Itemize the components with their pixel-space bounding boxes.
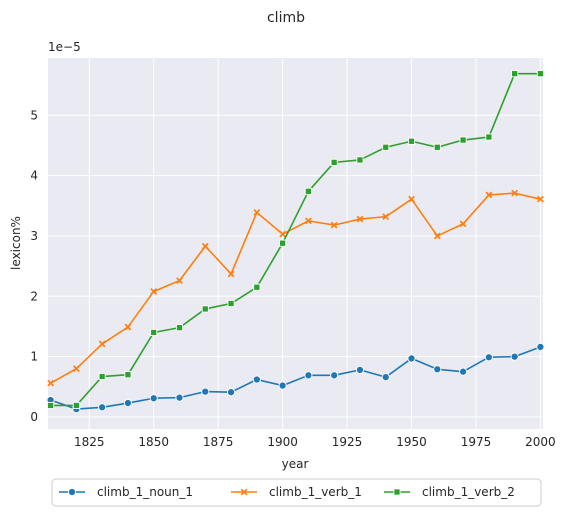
data-point bbox=[330, 158, 338, 166]
legend-label: climb_1_noun_1 bbox=[97, 485, 193, 499]
legend: climb_1_noun_1 climb_1_verb_1 climb_1_verb… bbox=[51, 478, 542, 507]
y-tick-label: 0 bbox=[30, 410, 38, 424]
data-point bbox=[98, 372, 106, 381]
data-point bbox=[356, 215, 364, 223]
data-point bbox=[330, 221, 338, 229]
data-point bbox=[278, 381, 287, 390]
data-point bbox=[72, 365, 80, 373]
data-point bbox=[252, 375, 261, 384]
data-point bbox=[253, 209, 261, 216]
data-point bbox=[408, 195, 415, 203]
data-point bbox=[124, 371, 132, 379]
data-point bbox=[253, 283, 261, 291]
data-point bbox=[304, 371, 313, 380]
legend-label: climb_1_verb_1 bbox=[269, 485, 362, 499]
data-point bbox=[536, 70, 544, 78]
series-layer bbox=[46, 70, 545, 414]
grid-lines bbox=[48, 58, 543, 429]
data-point bbox=[393, 488, 401, 496]
data-point bbox=[511, 189, 519, 197]
series-line bbox=[50, 192, 541, 384]
y-axis-offset-label: 1e−5 bbox=[48, 40, 81, 54]
data-point bbox=[150, 328, 158, 337]
data-point bbox=[356, 156, 364, 164]
data-point bbox=[226, 388, 236, 397]
data-point bbox=[382, 213, 390, 221]
data-point bbox=[433, 143, 441, 151]
legend-frame bbox=[51, 478, 542, 507]
data-point bbox=[98, 340, 106, 348]
x-tick-label: 1825 bbox=[74, 435, 105, 449]
x-tick-label: 1900 bbox=[267, 435, 298, 449]
data-point bbox=[150, 288, 158, 295]
series-line bbox=[50, 72, 541, 407]
data-point bbox=[511, 70, 519, 78]
data-point bbox=[355, 365, 365, 374]
y-tick-label: 5 bbox=[30, 108, 38, 122]
data-point bbox=[485, 133, 493, 141]
data-point bbox=[304, 217, 312, 225]
data-point bbox=[67, 487, 77, 497]
data-point bbox=[459, 220, 467, 228]
data-point bbox=[98, 403, 107, 412]
chart-title: climb bbox=[267, 10, 305, 26]
data-point bbox=[227, 299, 235, 308]
data-point bbox=[382, 143, 390, 151]
legend-item-climb_1_noun_1: climb_1_noun_1 bbox=[59, 485, 193, 499]
data-point bbox=[149, 394, 158, 403]
data-point bbox=[240, 488, 248, 496]
x-tick-label: 2000 bbox=[525, 435, 556, 449]
data-point bbox=[279, 239, 287, 247]
plot-area bbox=[48, 58, 543, 429]
data-point bbox=[407, 354, 416, 363]
data-point bbox=[123, 399, 132, 408]
data-point bbox=[433, 365, 442, 374]
data-point bbox=[175, 393, 184, 402]
data-point bbox=[201, 305, 209, 313]
data-point bbox=[47, 401, 55, 410]
data-point bbox=[201, 242, 209, 250]
series-climb_1_verb_1 bbox=[47, 189, 544, 387]
y-tick-label: 2 bbox=[30, 289, 38, 303]
data-point bbox=[279, 230, 287, 238]
data-point bbox=[330, 371, 339, 380]
data-point bbox=[484, 353, 493, 362]
series-line bbox=[50, 346, 541, 410]
x-tick-label: 1850 bbox=[138, 435, 169, 449]
data-point bbox=[537, 195, 544, 203]
data-point bbox=[47, 379, 54, 387]
data-point bbox=[459, 367, 468, 376]
legend-item-climb_1_verb_2: climb_1_verb_2 bbox=[384, 485, 515, 499]
x-tick-label: 1950 bbox=[396, 435, 427, 449]
data-point bbox=[227, 270, 235, 278]
data-point bbox=[433, 232, 441, 240]
data-point bbox=[381, 373, 390, 382]
data-point bbox=[459, 136, 467, 144]
data-point bbox=[124, 323, 132, 331]
x-tick-label: 1925 bbox=[332, 435, 363, 449]
data-point bbox=[510, 352, 519, 361]
x-axis-label: year bbox=[282, 457, 309, 471]
data-point bbox=[485, 191, 493, 199]
data-point bbox=[201, 387, 210, 396]
legend-item-climb_1_verb_1: climb_1_verb_1 bbox=[231, 485, 362, 499]
legend-label: climb_1_verb_2 bbox=[422, 485, 515, 499]
data-point bbox=[304, 187, 312, 195]
x-tick-label: 1975 bbox=[461, 435, 492, 449]
y-tick-label: 3 bbox=[30, 229, 38, 243]
data-point bbox=[176, 277, 183, 285]
x-tick-label: 1875 bbox=[203, 435, 234, 449]
y-tick-label: 4 bbox=[30, 169, 38, 183]
data-point bbox=[72, 401, 80, 410]
y-axis-label: lexicon% bbox=[9, 216, 23, 270]
data-point bbox=[407, 137, 416, 145]
series-climb_1_verb_2 bbox=[47, 70, 544, 410]
data-point bbox=[536, 342, 545, 352]
tick-labels: 1825 1850 1875 1900 1925 1950 1975 2000 0 1 2 3 4 5 bbox=[30, 108, 555, 449]
y-tick-label: 1 bbox=[30, 350, 38, 364]
series-climb_1_noun_1 bbox=[46, 342, 545, 414]
data-point bbox=[175, 324, 184, 332]
